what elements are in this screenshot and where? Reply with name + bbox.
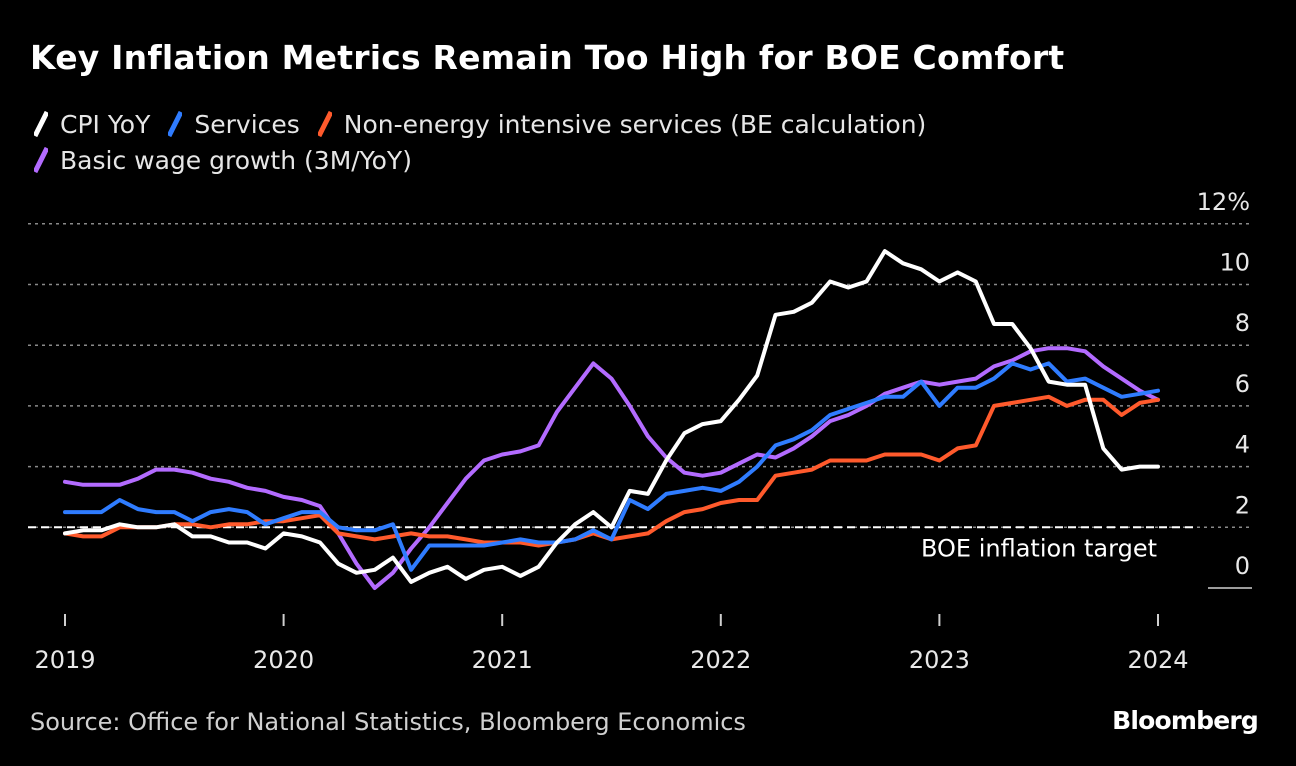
y-tick-label-2: 2 <box>1235 491 1250 519</box>
x-tick-label-2024: 2024 <box>1127 646 1188 674</box>
x-tick-label-2021: 2021 <box>472 646 533 674</box>
line-chart: BOE inflation target 0 2 4 6 8 10 12% 2019 2020 2… <box>28 188 1252 674</box>
series-layer <box>63 249 1160 590</box>
series-line-cpi-yoy <box>63 249 1160 584</box>
y-tick-label-10: 10 <box>1219 249 1250 277</box>
legend-item-wages: Basic wage growth (3M/YoY) <box>30 146 412 175</box>
legend: CPI YoY Services Non-energy intensive se… <box>30 106 1210 178</box>
legend-swatch-wages <box>34 147 48 173</box>
legend-item-cpi: CPI YoY <box>30 110 150 139</box>
legend-swatch-cpi <box>34 111 48 137</box>
legend-label-non-energy: Non-energy intensive services (BE calcul… <box>343 109 927 139</box>
x-tick-label-2023: 2023 <box>909 646 970 674</box>
axis-layer: 0 2 4 6 8 10 12% 2019 2020 2021 2022 2023 2024 <box>34 188 1250 674</box>
chart-title: Key Inflation Metrics Remain Too High fo… <box>30 38 1065 77</box>
legend-swatch-non-energy <box>317 111 332 137</box>
legend-item-non-energy: Non-energy intensive services (BE calcul… <box>314 109 927 139</box>
source-note: Source: Office for National Statistics, … <box>30 708 746 736</box>
y-tick-label-8: 8 <box>1235 309 1250 337</box>
y-tick-label-4: 4 <box>1235 431 1250 459</box>
series-line-services <box>63 361 1160 572</box>
series-line-basic-wage-growth-3m-yoy <box>63 346 1160 590</box>
x-tick-label-2019: 2019 <box>34 646 95 674</box>
reference-layer: BOE inflation target <box>28 526 1195 562</box>
legend-label-services: Services <box>194 109 300 139</box>
legend-swatch-services <box>168 111 183 137</box>
legend-row-1: CPI YoY Services Non-energy intensive se… <box>30 106 1210 142</box>
bloomberg-logo: Bloomberg <box>1112 706 1259 735</box>
legend-label-wages: Basic wage growth (3M/YoY) <box>60 145 412 175</box>
y-tick-label-6: 6 <box>1235 370 1250 398</box>
legend-label-cpi: CPI YoY <box>60 109 151 139</box>
legend-item-services: Services <box>164 109 300 139</box>
y-tick-label-0: 0 <box>1235 552 1250 580</box>
target-line-label: BOE inflation target <box>921 534 1157 562</box>
x-tick-label-2022: 2022 <box>690 646 751 674</box>
legend-row-2: Basic wage growth (3M/YoY) <box>30 142 1210 178</box>
x-tick-label-2020: 2020 <box>253 646 314 674</box>
y-tick-label-12: 12% <box>1197 188 1250 216</box>
grid-layer <box>28 223 1252 589</box>
